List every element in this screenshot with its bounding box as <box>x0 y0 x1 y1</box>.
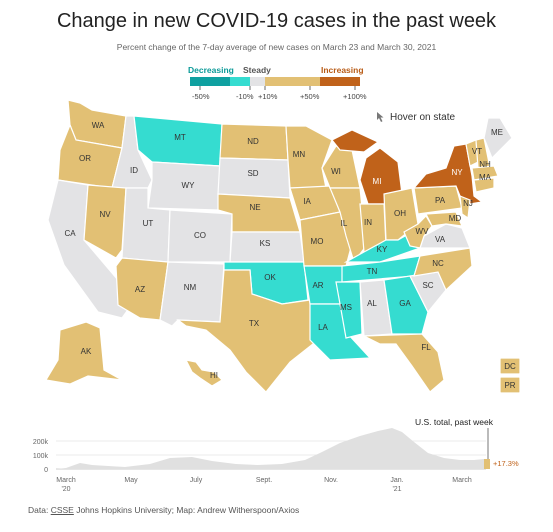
color-legend: Decreasing Steady Increasing -50% -10% +… <box>0 0 553 110</box>
state-hi[interactable] <box>184 359 223 387</box>
legend-scale <box>190 77 360 90</box>
credit-prefix: Data: <box>28 505 51 515</box>
us-map: .inc { fill: #e2c074; } .dec { fill: #35… <box>45 99 521 394</box>
spark-xtick-year: '20 <box>61 486 70 493</box>
spark-change-label: +17.3% <box>493 459 519 468</box>
state-co[interactable] <box>167 209 233 263</box>
legend-swatch-decreasing <box>230 77 250 86</box>
legend-tick-label: +50% <box>300 92 320 101</box>
legend-tick-label: +10% <box>258 92 278 101</box>
page-subtitle: Percent change of the 7-day average of n… <box>116 42 437 52</box>
legend-swatch-decreasing-dark <box>190 77 230 86</box>
state-nd[interactable] <box>219 123 289 161</box>
pointer-icon <box>377 112 384 122</box>
spark-ytick: 0 <box>44 467 48 474</box>
state-mn[interactable] <box>285 125 333 189</box>
us-total-label: U.S. total, past week <box>415 417 493 427</box>
state-ma[interactable] <box>471 165 499 181</box>
credit-source-link[interactable]: CSSE <box>50 505 74 515</box>
legend-tick-label: -10% <box>236 92 254 101</box>
legend-swatch-increasing <box>265 77 320 86</box>
state-ak[interactable] <box>45 321 123 385</box>
state-wv[interactable] <box>403 215 433 249</box>
state-tx[interactable] <box>176 269 319 393</box>
spark-xtick-year: '21 <box>392 486 401 493</box>
state-wi[interactable] <box>321 145 361 189</box>
state-ms[interactable] <box>335 281 363 339</box>
legend-label-decreasing: Decreasing <box>188 65 234 75</box>
state-fl[interactable] <box>363 333 445 393</box>
us-total-sparkline: 200k 100k 0 +17.3% March '20 May July Se… <box>33 428 519 493</box>
state-nv[interactable] <box>83 184 127 259</box>
legend-tick-label: +100% <box>343 92 367 101</box>
state-ny[interactable] <box>412 143 484 205</box>
legend-tick-label: -50% <box>192 92 210 101</box>
credit-rest: Johns Hopkins University; Map: Andrew Wi… <box>73 505 300 515</box>
state-nm[interactable] <box>159 261 225 327</box>
spark-ytick: 200k <box>33 439 49 446</box>
spark-xtick: Sept. <box>256 477 272 484</box>
state-ky[interactable] <box>343 231 421 263</box>
state-nc[interactable] <box>413 247 473 292</box>
spark-xtick: Jan. <box>390 477 403 484</box>
state-me[interactable] <box>483 117 513 160</box>
state-mt[interactable] <box>133 115 223 167</box>
spark-xtick: March <box>452 477 472 484</box>
spark-xtick: July <box>190 477 203 484</box>
spark-latest-week <box>484 459 490 469</box>
spark-xtick: March <box>56 477 76 484</box>
legend-label-increasing: Increasing <box>321 65 364 75</box>
hover-hint: Hover on state <box>390 112 456 123</box>
state-ks[interactable] <box>229 231 305 263</box>
state-pa[interactable] <box>413 185 463 215</box>
state-sd[interactable] <box>217 157 291 199</box>
state-dc-box[interactable] <box>499 357 521 375</box>
state-pr-box[interactable] <box>499 376 521 394</box>
legend-swatch-increasing-dark <box>320 77 360 86</box>
spark-area <box>56 428 484 469</box>
state-ct-ri[interactable] <box>473 177 495 193</box>
page-title: Change in new COVID-19 cases in the past… <box>56 10 497 32</box>
spark-xtick: Nov. <box>324 477 338 484</box>
spark-ytick: 100k <box>33 453 49 460</box>
state-nj[interactable] <box>459 195 471 220</box>
spark-xtick: May <box>124 477 138 484</box>
state-wy[interactable] <box>147 161 221 211</box>
state-md[interactable] <box>425 211 463 227</box>
legend-label-steady: Steady <box>243 65 271 75</box>
source-credit: Data: CSSE Johns Hopkins University; Map… <box>28 505 299 515</box>
legend-swatch-steady <box>250 77 265 86</box>
state-mi-upper[interactable] <box>331 129 380 153</box>
